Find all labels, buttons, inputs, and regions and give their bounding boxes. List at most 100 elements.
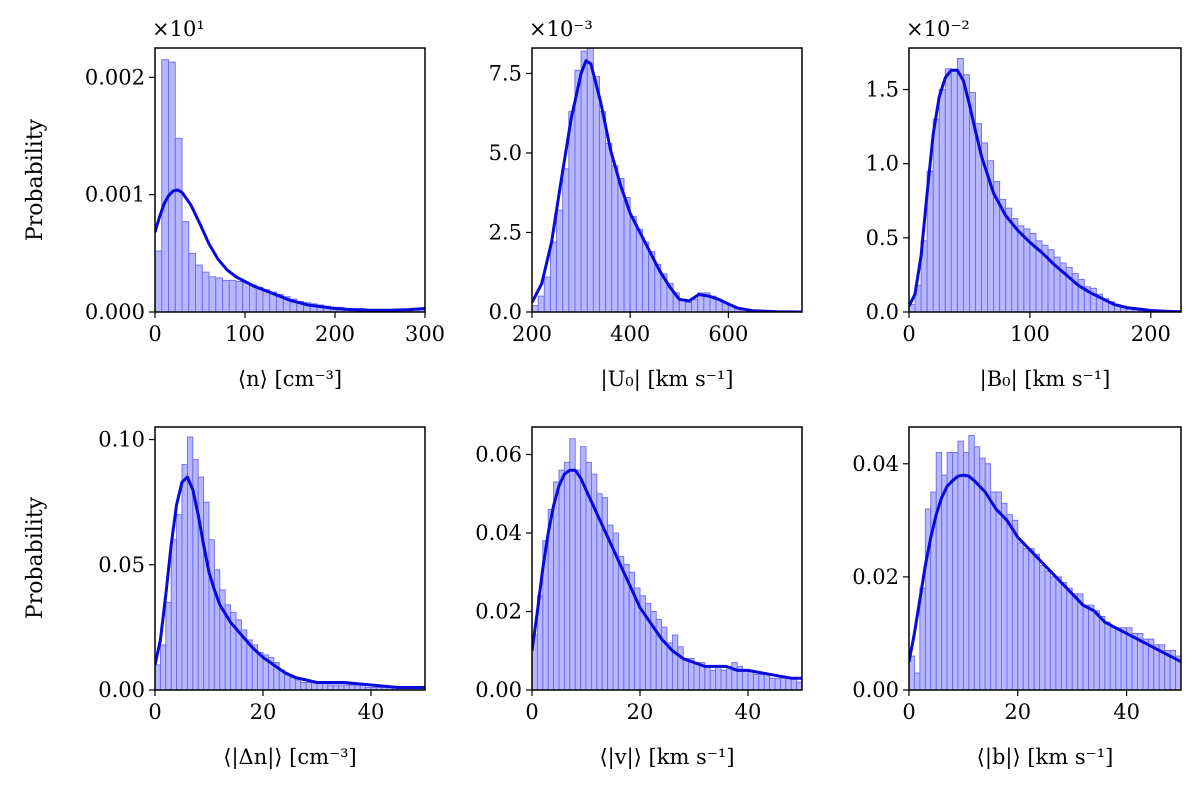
- histogram-bar: [549, 241, 557, 312]
- histogram-bar: [1006, 514, 1013, 690]
- histogram-bar: [779, 677, 787, 690]
- histogram-bar: [785, 677, 792, 690]
- histogram-bar: [208, 539, 215, 690]
- histogram-bar: [562, 168, 570, 312]
- y-tick-label: 0.04: [852, 452, 899, 476]
- histogram-bar: [284, 674, 291, 690]
- ylabel-top: Probability: [23, 118, 48, 241]
- plot-area: [532, 438, 802, 690]
- histogram-bar: [155, 250, 163, 312]
- histogram-bar: [932, 118, 940, 312]
- histogram-bar: [1039, 565, 1046, 690]
- y-tick-label: 0.02: [475, 599, 522, 623]
- y-tick-label: 0.0: [489, 300, 522, 324]
- histogram-bar: [553, 481, 560, 690]
- y-tick-label: 0.10: [98, 428, 145, 452]
- histogram-bar: [1077, 593, 1084, 690]
- plot-area: [532, 48, 802, 312]
- histogram-bar: [769, 677, 776, 690]
- histogram-bar: [962, 74, 970, 312]
- panel-1: 0 100 200 300 0.000 0.001 0.002 ×10¹ ⟨n⟩ [cm⁻³]: [85, 17, 445, 391]
- plot-area: [155, 59, 425, 312]
- y-tick-label: 1.0: [866, 152, 899, 176]
- histogram-bar: [642, 241, 650, 312]
- y-tick-label: 0.000: [85, 300, 145, 324]
- y-tick-label: 1.5: [866, 78, 899, 102]
- histogram-bar: [731, 662, 738, 690]
- histogram-bar: [693, 662, 700, 690]
- histogram-bar: [1120, 627, 1128, 690]
- plot-area: [909, 435, 1181, 690]
- histogram-bar: [215, 277, 223, 312]
- y-tick-label: 7.5: [489, 61, 522, 85]
- histogram-bar: [962, 452, 970, 690]
- y-tick-label: 0.00: [98, 678, 145, 702]
- axes-frame: [908, 47, 1182, 313]
- histogram-bar: [568, 111, 576, 312]
- y-tick-label: 0.0: [866, 300, 899, 324]
- panel-4: 0 20 40 0.00 0.05 0.10 ⟨|Δn|⟩ [cm⁻³]: [98, 426, 426, 770]
- x-tick-label: 0: [525, 700, 538, 724]
- x-tick-label: 600: [708, 322, 748, 346]
- histogram-bar: [1093, 610, 1100, 690]
- histogram-bar: [249, 284, 257, 312]
- x-tick-label: 0: [902, 322, 915, 346]
- histogram-bar: [1017, 225, 1025, 312]
- histogram-bar: [774, 677, 781, 690]
- histogram-bar: [1055, 576, 1062, 690]
- histogram-bar: [725, 665, 733, 690]
- histogram-bar: [677, 646, 684, 690]
- histogram-bar: [532, 305, 539, 312]
- histogram-bar: [1044, 570, 1051, 690]
- histogram-bar: [1098, 616, 1106, 690]
- histogram-bar: [720, 669, 727, 690]
- histogram-bar: [952, 452, 959, 690]
- histogram-bar: [1109, 627, 1117, 690]
- histogram-bar: [170, 539, 178, 690]
- histogram-bar: [228, 279, 237, 312]
- x-axis-label: |B₀| [km s⁻¹]: [980, 367, 1111, 392]
- y-tick-label: 5.0: [489, 141, 522, 165]
- histogram-bar: [1001, 502, 1008, 690]
- histogram-bar: [197, 476, 205, 690]
- x-tick-label: 40: [735, 700, 762, 724]
- histogram-bar: [617, 556, 625, 690]
- histogram-bar: [995, 491, 1002, 690]
- histogram-bar: [682, 658, 690, 690]
- ylabel-bottom: Probability: [23, 496, 48, 619]
- panel-5: 0 20 40 0.00 0.02 0.04 0.06 ⟨|v|⟩ [km s⁻¹]: [475, 426, 803, 770]
- x-tick-label: 0: [148, 700, 161, 724]
- histogram-bar: [327, 684, 334, 690]
- histogram-bar: [556, 209, 564, 312]
- axis-offset-label: ×10¹: [152, 17, 205, 41]
- kde-curve: [532, 59, 802, 312]
- histogram-bar: [294, 679, 302, 690]
- histogram-bar: [941, 474, 948, 690]
- histogram-bar: [796, 681, 802, 690]
- x-tick-label: 40: [1113, 700, 1140, 724]
- histogram-bar: [242, 282, 250, 312]
- x-axis-label: |U₀| [km s⁻¹]: [601, 367, 734, 392]
- histogram-bar: [691, 298, 699, 312]
- histogram-bar: [174, 137, 183, 312]
- histogram-bar: [1011, 218, 1019, 312]
- histogram-bar: [208, 276, 217, 312]
- histogram-bar: [684, 302, 692, 312]
- kde-curve: [532, 468, 802, 680]
- histogram-bar: [255, 286, 264, 312]
- histogram-bar: [188, 252, 196, 312]
- y-tick-label: 0.00: [852, 678, 899, 702]
- histogram-bar: [586, 48, 594, 312]
- histogram-bar: [1104, 621, 1111, 690]
- axis-offset-label: ×10⁻²: [906, 17, 970, 41]
- x-axis-label: ⟨|b|⟩ [km s⁻¹]: [977, 745, 1114, 770]
- histogram-bar: [990, 491, 997, 690]
- histogram-bar: [709, 669, 717, 690]
- axes-frame: [154, 47, 426, 313]
- histogram-bar: [950, 69, 958, 312]
- histogram-bar: [956, 57, 964, 312]
- histogram-bar: [181, 221, 190, 312]
- x-tick-label: 200: [512, 322, 552, 346]
- y-tick-label: 0.00: [475, 678, 522, 702]
